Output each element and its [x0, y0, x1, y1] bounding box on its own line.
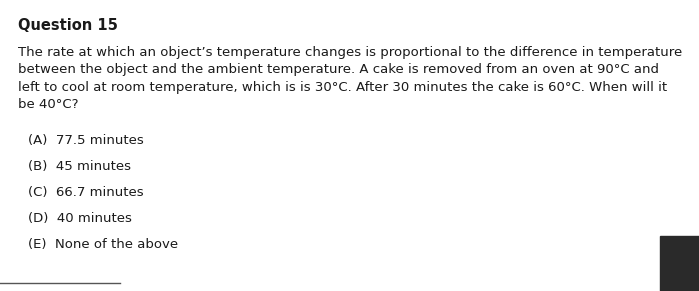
Text: Question 15: Question 15: [18, 18, 118, 33]
Text: (A)  77.5 minutes: (A) 77.5 minutes: [28, 134, 144, 147]
FancyBboxPatch shape: [660, 236, 699, 291]
Text: (B)  45 minutes: (B) 45 minutes: [28, 160, 131, 173]
Text: The rate at which an object’s temperature changes is proportional to the differe: The rate at which an object’s temperatur…: [18, 46, 682, 111]
Text: (D)  40 minutes: (D) 40 minutes: [28, 212, 132, 225]
Text: (C)  66.7 minutes: (C) 66.7 minutes: [28, 186, 143, 199]
Text: (E)  None of the above: (E) None of the above: [28, 238, 178, 251]
